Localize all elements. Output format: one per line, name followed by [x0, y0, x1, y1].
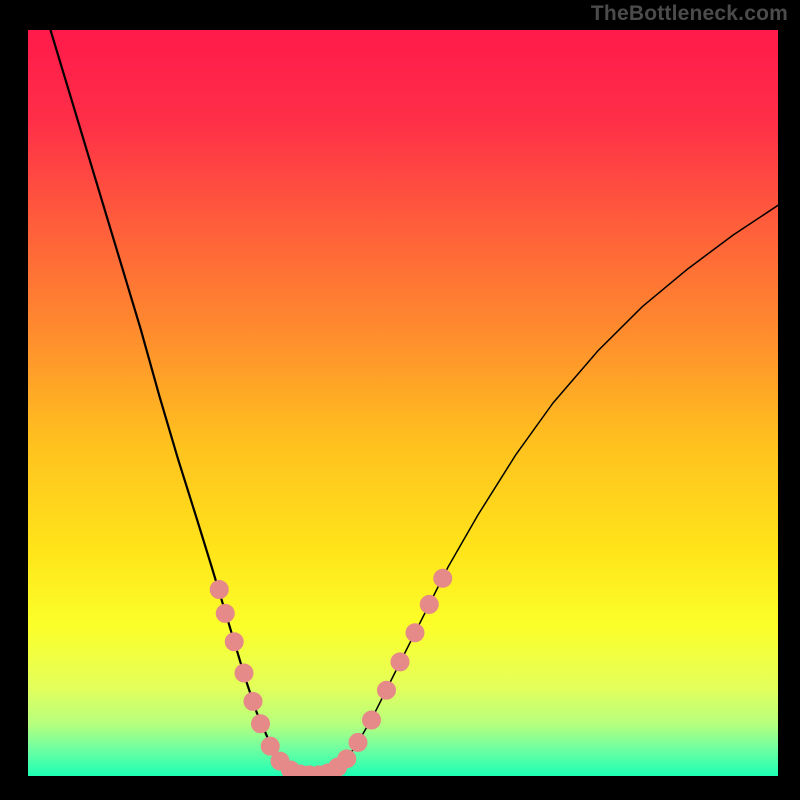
marker-point — [378, 681, 396, 699]
marker-point — [434, 569, 452, 587]
marker-point — [216, 604, 234, 622]
marker-point — [363, 711, 381, 729]
marker-point — [235, 664, 253, 682]
marker-point — [349, 733, 367, 751]
marker-point — [338, 750, 356, 768]
chart-container: TheBottleneck.com — [0, 0, 800, 800]
marker-point — [406, 624, 424, 642]
marker-point — [252, 715, 270, 733]
marker-point — [210, 581, 228, 599]
marker-point — [244, 692, 262, 710]
chart-svg — [0, 0, 800, 800]
marker-point — [420, 595, 438, 613]
marker-point — [225, 633, 243, 651]
marker-point — [391, 653, 409, 671]
watermark-text: TheBottleneck.com — [591, 2, 788, 26]
